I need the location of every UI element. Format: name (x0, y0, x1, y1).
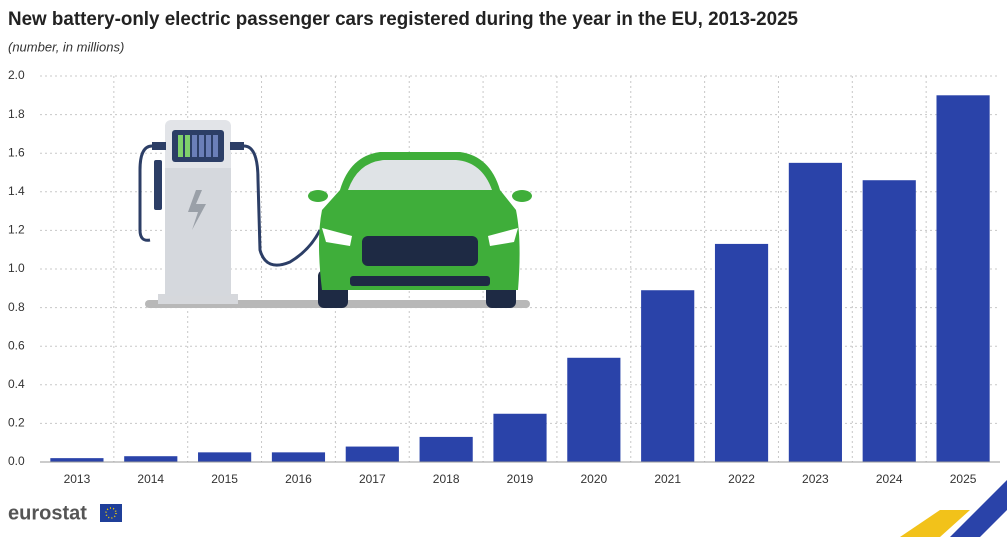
y-tick-label: 0.6 (8, 338, 25, 352)
bar (714, 243, 769, 462)
illustration (138, 120, 532, 308)
logo-text: eurostat (8, 502, 87, 524)
y-tick-label: 2.0 (8, 68, 25, 82)
x-tick-label: 2025 (950, 472, 977, 486)
y-tick-label: 1.0 (8, 261, 25, 275)
bar (198, 452, 252, 462)
x-tick-label: 2015 (211, 472, 238, 486)
bar (641, 290, 695, 462)
y-tick-label: 0.8 (8, 300, 25, 314)
x-tick-label: 2021 (654, 472, 681, 486)
chart-title: New battery-only electric passenger cars… (8, 9, 798, 30)
y-tick-label: 1.6 (8, 145, 25, 159)
bar (345, 446, 399, 462)
bar (271, 452, 326, 462)
logo: eurostat (8, 480, 1007, 537)
y-tick-label: 0.4 (8, 377, 25, 391)
x-tick-label: 2017 (359, 472, 386, 486)
x-tick-label: 2023 (802, 472, 829, 486)
x-tick-label: 2022 (728, 472, 755, 486)
x-tick-label: 2024 (876, 472, 903, 486)
bar (862, 180, 916, 462)
bar (124, 456, 178, 462)
bar (936, 95, 990, 463)
x-tick-label: 2016 (285, 472, 312, 486)
y-tick-label: 1.8 (8, 107, 25, 121)
y-tick-label: 0.2 (8, 416, 25, 430)
chart-subtitle: (number, in millions) (8, 39, 124, 54)
y-tick-label: 1.4 (8, 184, 25, 198)
x-tick-label: 2014 (137, 472, 164, 486)
x-tick-label: 2019 (507, 472, 534, 486)
bar (493, 413, 547, 462)
x-tick-label: 2020 (580, 472, 607, 486)
bar (50, 458, 104, 462)
bar (788, 162, 842, 462)
y-tick-label: 1.2 (8, 223, 25, 237)
y-tick-label: 0.0 (8, 454, 25, 468)
bar (419, 436, 473, 462)
bar (567, 357, 621, 462)
x-tick-label: 2013 (64, 472, 91, 486)
x-tick-label: 2018 (433, 472, 460, 486)
